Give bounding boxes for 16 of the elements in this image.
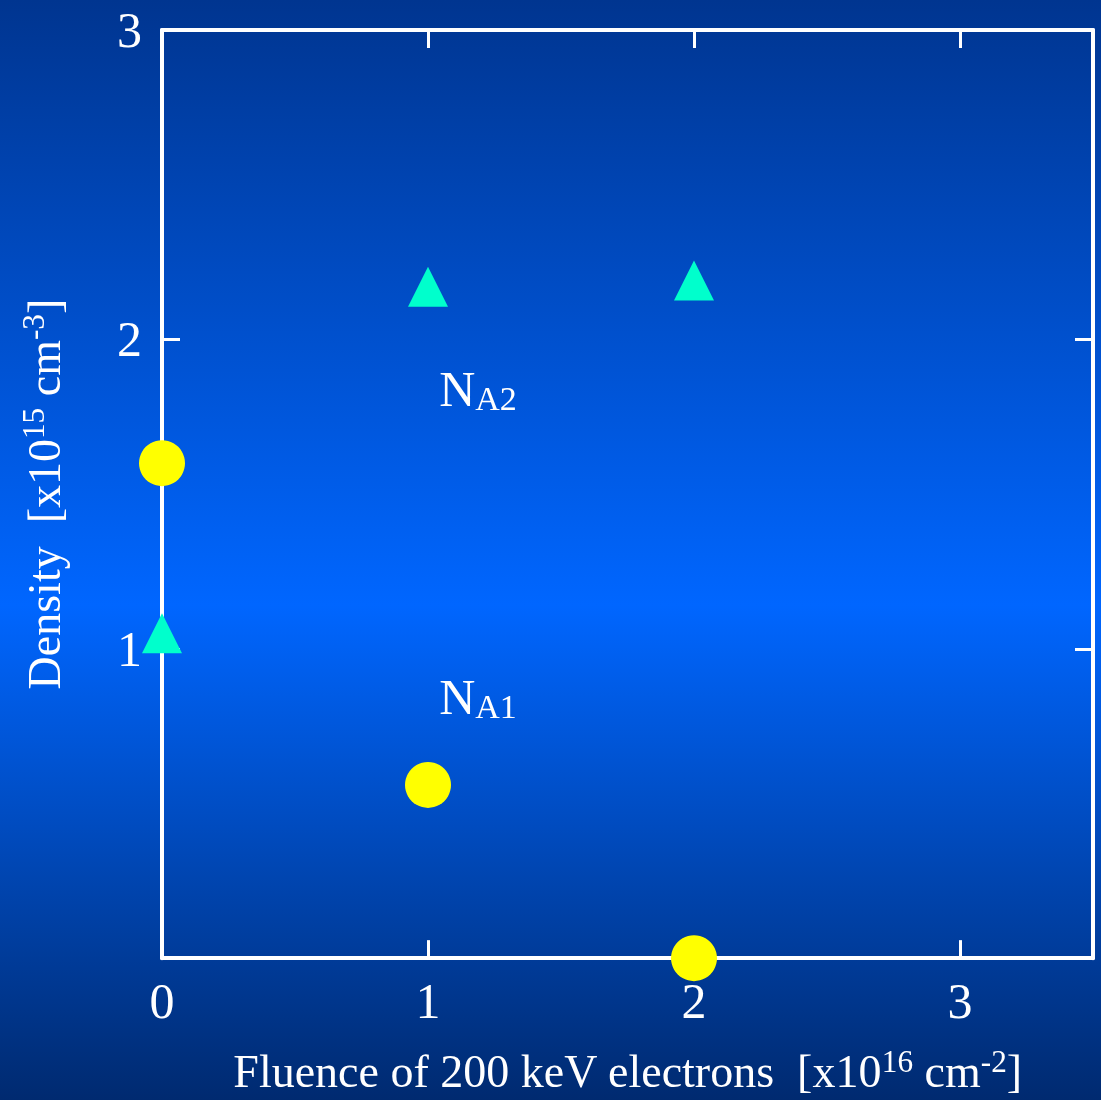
point	[142, 613, 182, 654]
point	[671, 935, 717, 982]
y-tick-label: 3	[117, 2, 142, 58]
series-label: NA1	[439, 668, 517, 726]
point	[405, 761, 451, 808]
x-tick-label: 1	[415, 973, 441, 1030]
point	[139, 440, 185, 487]
x-tick-label: 3	[947, 973, 973, 1030]
point	[408, 266, 448, 307]
x-tick-label: 2	[681, 973, 707, 1030]
y-tick-label: 1	[117, 620, 142, 677]
y-tick-label: 2	[117, 311, 142, 368]
y-axis-title: Density [x1015 cm-3]	[16, 298, 70, 690]
series-label: NA2	[439, 360, 517, 418]
x-tick-label: 0	[149, 973, 175, 1030]
point	[674, 260, 714, 301]
